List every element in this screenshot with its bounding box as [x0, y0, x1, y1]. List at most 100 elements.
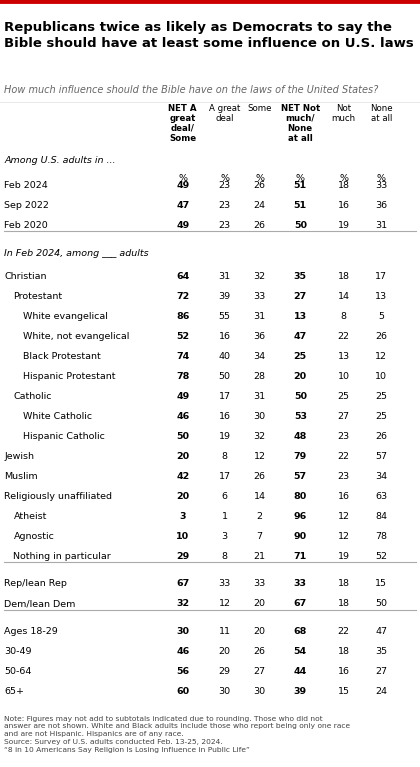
- Text: %: %: [255, 173, 264, 183]
- Text: 22: 22: [338, 452, 349, 461]
- Text: 26: 26: [254, 181, 265, 190]
- Text: Note: Figures may not add to subtotals indicated due to rounding. Those who did : Note: Figures may not add to subtotals i…: [4, 716, 350, 752]
- Text: Ages 18-29: Ages 18-29: [4, 627, 58, 637]
- Text: NET Not
much/
None
at all: NET Not much/ None at all: [281, 104, 320, 143]
- Text: 24: 24: [254, 201, 265, 210]
- Text: 50: 50: [294, 221, 307, 230]
- Text: 31: 31: [219, 272, 231, 281]
- Text: 26: 26: [254, 221, 265, 230]
- Text: 16: 16: [338, 201, 349, 210]
- Text: NET A
great
deal/
Some: NET A great deal/ Some: [168, 104, 197, 143]
- Text: Protestant: Protestant: [13, 292, 63, 301]
- Text: 79: 79: [294, 452, 307, 461]
- Text: 23: 23: [338, 432, 349, 441]
- Text: 29: 29: [176, 551, 189, 561]
- Text: 50: 50: [176, 432, 189, 441]
- Text: A great
deal: A great deal: [209, 104, 240, 123]
- Text: 13: 13: [375, 292, 387, 301]
- Text: 63: 63: [375, 492, 387, 501]
- Text: 74: 74: [176, 352, 189, 361]
- Text: 33: 33: [253, 292, 266, 301]
- Text: 25: 25: [294, 352, 307, 361]
- Text: 11: 11: [219, 627, 231, 637]
- Text: 15: 15: [338, 687, 349, 696]
- Text: 12: 12: [254, 452, 265, 461]
- Text: 26: 26: [254, 647, 265, 657]
- Text: 27: 27: [375, 667, 387, 676]
- Text: 42: 42: [176, 472, 189, 481]
- Text: %: %: [377, 173, 386, 183]
- Text: 33: 33: [218, 580, 231, 588]
- Text: 17: 17: [219, 392, 231, 401]
- Text: 57: 57: [294, 472, 307, 481]
- Text: 6: 6: [222, 492, 228, 501]
- Text: Agnostic: Agnostic: [13, 532, 54, 541]
- Text: 33: 33: [375, 181, 388, 190]
- Text: In Feb 2024, among ___ adults: In Feb 2024, among ___ adults: [4, 249, 149, 258]
- Text: %: %: [178, 173, 187, 183]
- Text: 18: 18: [338, 580, 349, 588]
- Text: 3: 3: [179, 512, 186, 521]
- Text: 8: 8: [222, 551, 228, 561]
- Text: 5: 5: [378, 312, 384, 321]
- Text: Muslim: Muslim: [4, 472, 38, 481]
- Text: 55: 55: [219, 312, 231, 321]
- Text: 84: 84: [375, 512, 387, 521]
- Text: 31: 31: [254, 312, 265, 321]
- Text: 36: 36: [254, 332, 265, 341]
- Text: 18: 18: [338, 272, 349, 281]
- Text: 22: 22: [338, 627, 349, 637]
- Text: 39: 39: [219, 292, 231, 301]
- Text: 23: 23: [219, 201, 231, 210]
- Text: White, not evangelical: White, not evangelical: [23, 332, 129, 341]
- Text: 3: 3: [222, 532, 228, 541]
- Text: 53: 53: [294, 412, 307, 421]
- Text: 34: 34: [375, 472, 387, 481]
- Text: 18: 18: [338, 181, 349, 190]
- Text: 78: 78: [176, 372, 189, 381]
- Text: 17: 17: [219, 472, 231, 481]
- Text: 12: 12: [219, 600, 231, 608]
- Text: 27: 27: [254, 667, 265, 676]
- Text: 13: 13: [338, 352, 349, 361]
- Text: Feb 2024: Feb 2024: [4, 181, 48, 190]
- Text: 20: 20: [176, 452, 189, 461]
- Text: 30: 30: [254, 687, 265, 696]
- Text: 67: 67: [294, 600, 307, 608]
- Text: 47: 47: [176, 201, 189, 210]
- Text: 50: 50: [375, 600, 387, 608]
- Text: Sep 2022: Sep 2022: [4, 201, 49, 210]
- Text: 19: 19: [338, 221, 349, 230]
- Text: Religiously unaffiliated: Religiously unaffiliated: [4, 492, 112, 501]
- Text: 28: 28: [254, 372, 265, 381]
- Text: 31: 31: [254, 392, 265, 401]
- Text: 30-49: 30-49: [4, 647, 32, 657]
- Text: 18: 18: [338, 647, 349, 657]
- Text: 2: 2: [257, 512, 262, 521]
- Text: Hispanic Protestant: Hispanic Protestant: [23, 372, 115, 381]
- Text: 72: 72: [176, 292, 189, 301]
- Text: 47: 47: [375, 627, 387, 637]
- Text: 26: 26: [254, 472, 265, 481]
- Text: 13: 13: [294, 312, 307, 321]
- Text: 20: 20: [254, 627, 265, 637]
- Text: 50: 50: [219, 372, 231, 381]
- Text: 46: 46: [176, 647, 189, 657]
- Text: 26: 26: [375, 332, 387, 341]
- Text: 12: 12: [375, 352, 387, 361]
- Text: 50: 50: [294, 392, 307, 401]
- Text: 49: 49: [176, 181, 189, 190]
- Text: 32: 32: [254, 432, 265, 441]
- Text: 46: 46: [176, 412, 189, 421]
- Text: 15: 15: [375, 580, 387, 588]
- Text: 51: 51: [294, 181, 307, 190]
- Text: 16: 16: [338, 667, 349, 676]
- Text: 21: 21: [254, 551, 265, 561]
- Text: 27: 27: [294, 292, 307, 301]
- Text: 17: 17: [375, 272, 387, 281]
- Text: 14: 14: [254, 492, 265, 501]
- Text: 14: 14: [338, 292, 349, 301]
- Text: 64: 64: [176, 272, 189, 281]
- Text: 71: 71: [294, 551, 307, 561]
- Text: 33: 33: [253, 580, 266, 588]
